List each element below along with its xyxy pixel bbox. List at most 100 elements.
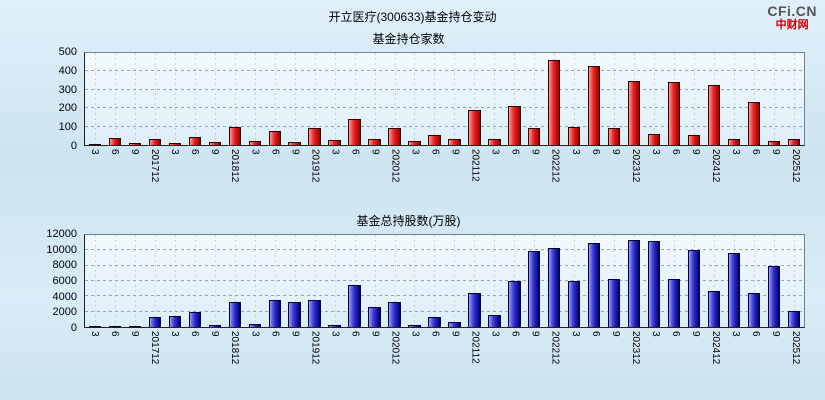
bar: [428, 317, 441, 327]
bar-slot: [105, 53, 125, 145]
bar: [568, 126, 581, 145]
bar: [528, 251, 541, 327]
bar-slot: [225, 235, 245, 327]
bar: [88, 325, 102, 327]
gridline: [85, 310, 804, 312]
bar: [548, 60, 561, 145]
y-tick-label: 4000: [52, 290, 77, 303]
bar-slot: [305, 53, 325, 145]
bar: [308, 300, 321, 327]
x-tick: 9: [685, 328, 705, 376]
bar: [408, 141, 421, 145]
x-tick-label: 9: [289, 149, 301, 155]
bar: [348, 119, 361, 145]
x-tick: 9: [204, 328, 224, 376]
bar: [627, 80, 641, 145]
x-tick: 3: [405, 328, 425, 376]
bars-layer: [85, 235, 804, 327]
bar: [727, 139, 741, 145]
x-tick: 6: [425, 146, 445, 194]
bar-slot: [265, 53, 285, 145]
x-tick-label: 3: [489, 331, 501, 337]
x-tick: 9: [525, 146, 545, 194]
bar-slot: [724, 53, 744, 145]
bar: [208, 325, 221, 327]
bar-slot: [524, 235, 544, 327]
x-tick-label: 6: [109, 331, 121, 337]
x-tick: 9: [605, 328, 625, 376]
bar: [568, 281, 581, 327]
bar: [767, 265, 781, 327]
x-tick: 6: [745, 328, 765, 376]
x-tick: 3: [725, 146, 745, 194]
x-tick: 3: [485, 146, 505, 194]
bar: [448, 322, 461, 327]
x-tick: 6: [505, 146, 525, 194]
x-tick-label: 3: [649, 149, 661, 155]
bar-slot: [784, 235, 804, 327]
bar: [128, 143, 142, 145]
plot-area: [84, 234, 805, 328]
x-tick-label: 202012: [389, 331, 401, 365]
x-tick: 9: [284, 146, 304, 194]
bar-slot: [245, 235, 265, 327]
y-tick-label: 100: [58, 121, 77, 134]
x-tick: 9: [124, 328, 144, 376]
bar: [488, 314, 501, 327]
x-tick-label: 6: [189, 149, 201, 155]
bar-slot: [385, 235, 405, 327]
x-tick-label: 202312: [629, 149, 641, 183]
bar-slot: [285, 53, 305, 145]
x-tick: 3: [565, 328, 585, 376]
bar: [468, 110, 481, 145]
bar: [607, 128, 621, 145]
gridline: [85, 280, 804, 281]
bar-slot: [125, 235, 145, 327]
bar-slot: [664, 53, 684, 145]
bar: [667, 82, 681, 145]
x-tick: 6: [585, 328, 605, 376]
x-tick-label: 202512: [790, 331, 802, 365]
x-tick-label: 9: [770, 331, 782, 337]
bar: [328, 140, 341, 145]
bar: [188, 136, 202, 145]
x-tick: 3: [244, 146, 264, 194]
bar-slot: [185, 53, 205, 145]
x-tick-label: 6: [589, 149, 601, 155]
bar-slot: [405, 53, 425, 145]
fund-holder-count-chart-title: 基金持仓家数: [372, 32, 445, 46]
x-tick: 202212: [545, 328, 565, 376]
x-tick: 6: [344, 146, 364, 194]
x-tick: 3: [244, 328, 264, 376]
bar: [508, 106, 521, 145]
x-tick: 201712: [144, 146, 164, 194]
x-tick-label: 9: [129, 149, 141, 155]
x-tick: 3: [565, 146, 585, 194]
bar-slot: [345, 235, 365, 327]
bar-slot: [764, 235, 784, 327]
x-tick-label: 3: [569, 149, 581, 155]
bar-slot: [105, 235, 125, 327]
bar-slot: [504, 53, 524, 145]
fund-total-shares-chart: 基金总持股数(万股) 0 2000 4000 6000 8000 10000 12000 3…: [12, 212, 805, 376]
x-tick-label: 6: [509, 149, 521, 155]
x-tick-label: 6: [349, 149, 361, 155]
x-tick-label: 3: [169, 149, 181, 155]
bar-slot: [644, 235, 664, 327]
x-tick-label: 202512: [790, 149, 802, 183]
bar: [228, 301, 241, 327]
x-tick-label: 9: [209, 149, 221, 155]
x-tick: 6: [665, 146, 685, 194]
x-tick: 6: [184, 146, 204, 194]
x-tick-label: 9: [609, 331, 621, 337]
bar-slot: [564, 53, 584, 145]
x-tick: 6: [505, 328, 525, 376]
bar-slot: [305, 235, 325, 327]
bar: [687, 134, 701, 145]
plot-area: [84, 52, 805, 146]
bar: [687, 250, 701, 327]
bar: [488, 139, 501, 145]
bar: [168, 143, 182, 145]
x-tick: 201912: [304, 146, 324, 194]
bar: [108, 137, 122, 145]
